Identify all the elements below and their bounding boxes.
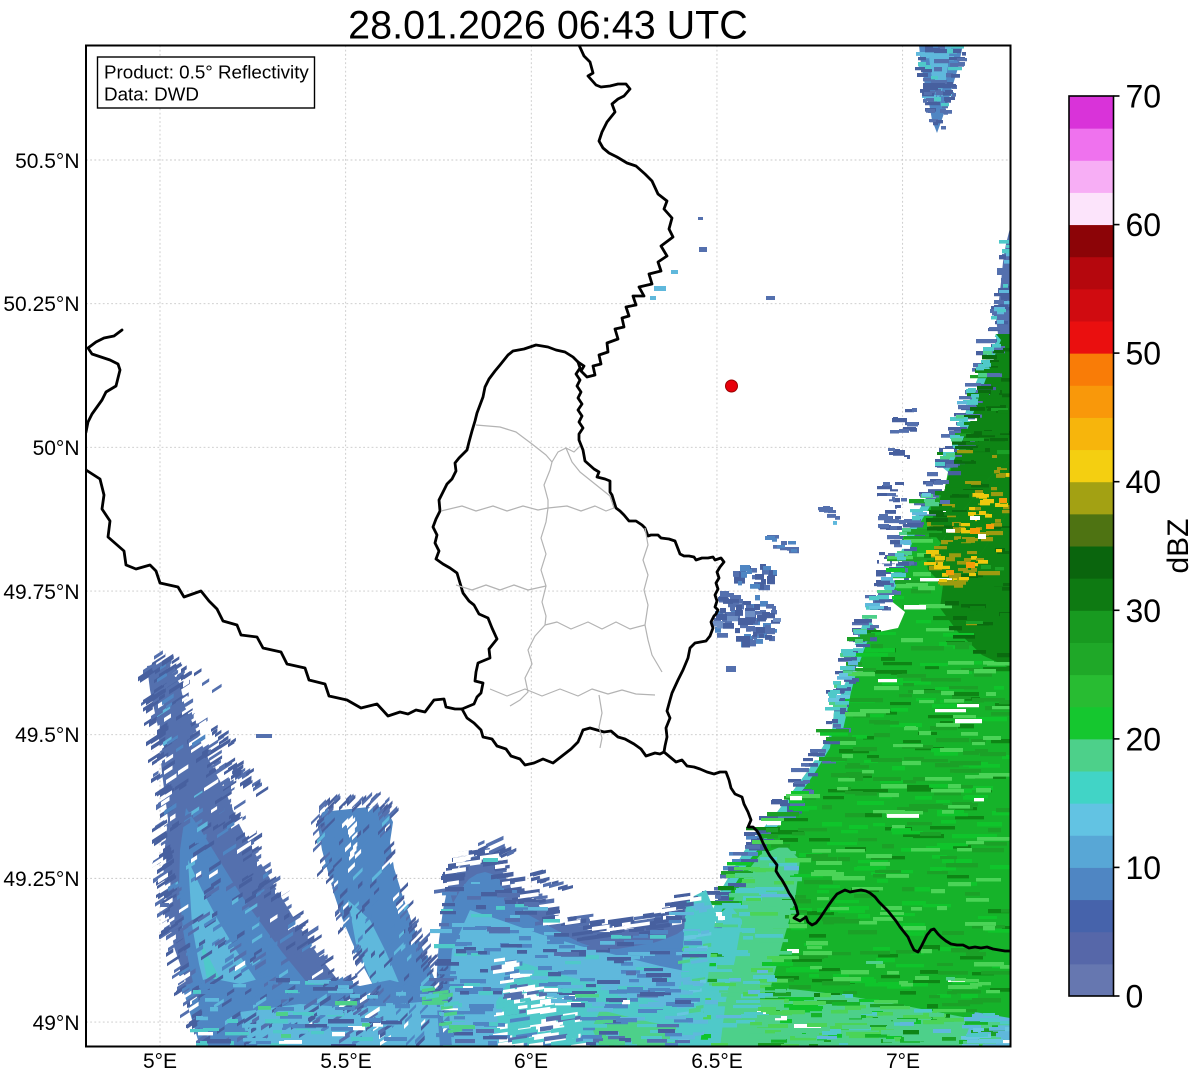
svg-text:5.5°E: 5.5°E bbox=[320, 1050, 372, 1073]
svg-text:60: 60 bbox=[1126, 207, 1162, 243]
svg-text:49.5°N: 49.5°N bbox=[15, 724, 79, 747]
svg-text:0: 0 bbox=[1126, 979, 1144, 1015]
svg-text:49.75°N: 49.75°N bbox=[3, 581, 79, 604]
svg-text:49°N: 49°N bbox=[33, 1012, 80, 1035]
svg-text:49.25°N: 49.25°N bbox=[3, 868, 79, 891]
svg-text:50: 50 bbox=[1126, 336, 1162, 372]
svg-text:5°E: 5°E bbox=[143, 1050, 177, 1073]
svg-text:20: 20 bbox=[1126, 721, 1162, 757]
svg-text:30: 30 bbox=[1126, 593, 1162, 629]
svg-text:dBZ: dBZ bbox=[1162, 518, 1195, 573]
svg-text:Data: DWD: Data: DWD bbox=[104, 84, 199, 105]
svg-text:50°N: 50°N bbox=[33, 437, 80, 460]
svg-text:Product: 0.5° Reflectivity: Product: 0.5° Reflectivity bbox=[104, 62, 309, 83]
svg-text:40: 40 bbox=[1126, 464, 1162, 500]
svg-text:10: 10 bbox=[1126, 850, 1162, 886]
svg-text:50.25°N: 50.25°N bbox=[3, 293, 79, 316]
svg-text:6.5°E: 6.5°E bbox=[691, 1050, 743, 1073]
svg-text:28.01.2026 06:43 UTC: 28.01.2026 06:43 UTC bbox=[348, 4, 748, 48]
svg-text:7°E: 7°E bbox=[886, 1050, 920, 1073]
svg-text:70: 70 bbox=[1126, 79, 1162, 115]
svg-text:50.5°N: 50.5°N bbox=[15, 150, 79, 173]
svg-text:6°E: 6°E bbox=[514, 1050, 548, 1073]
